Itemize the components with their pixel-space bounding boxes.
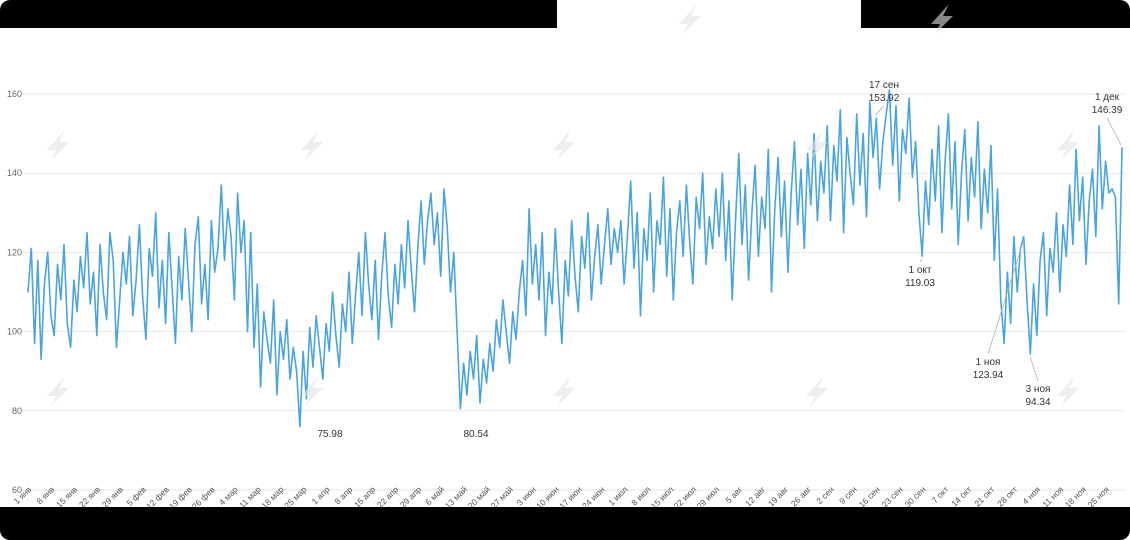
annotation-value-label: 80.54 <box>463 429 488 440</box>
x-tick-label: 11 ноя <box>1040 484 1065 509</box>
x-tick-label: 22 янв <box>77 484 103 510</box>
x-tick-label: 4 ноя <box>1020 484 1042 506</box>
x-tick-label: 5 авг <box>723 484 744 505</box>
annotation-value-label: 123.94 <box>973 370 1004 381</box>
bottom-mask <box>0 507 1130 540</box>
annotation-leader-line <box>1029 356 1039 382</box>
x-tick-label: 21 окт <box>972 484 996 508</box>
x-tick-label: 12 авг <box>743 484 767 508</box>
y-tick-label: 140 <box>7 168 22 178</box>
x-tick-label: 28 окт <box>995 484 1019 508</box>
x-tick-label: 18 ноя <box>1063 484 1089 510</box>
annotation-value-label: 146.39 <box>1092 105 1123 116</box>
annotation-date-label: 1 дек <box>1095 92 1120 103</box>
x-tick-label: 16 сен <box>857 484 882 509</box>
top-right-mask <box>861 0 1130 28</box>
x-tick-label: 29 апр <box>398 484 424 510</box>
annotation-date-label: 1 окт <box>909 265 932 276</box>
x-tick-label: 26 авг <box>789 484 813 508</box>
x-tick-label: 15 янв <box>54 484 80 510</box>
y-tick-label: 100 <box>7 327 22 337</box>
annotation-value-label: 94.34 <box>1025 397 1050 408</box>
x-tick-label: 1 июл <box>606 484 629 507</box>
y-tick-label: 120 <box>7 247 22 257</box>
x-tick-label: 19 авг <box>766 484 790 508</box>
x-tick-label: 15 апр <box>352 484 378 510</box>
annotation-value-label: 153.92 <box>869 93 900 104</box>
x-tick-label: 22 апр <box>375 484 401 510</box>
x-tick-label: 2 сен <box>814 484 836 506</box>
y-tick-label: 160 <box>7 89 22 99</box>
x-tick-label: 30 сен <box>903 484 928 509</box>
annotation-date-label: 3 ноя <box>1026 384 1051 395</box>
annotation-value-label: 119.03 <box>905 278 935 289</box>
x-tick-label: 7 окт <box>930 484 951 505</box>
top-left-mask <box>0 0 557 28</box>
series-line[interactable] <box>27 89 1123 428</box>
y-tick-label: 60 <box>12 485 22 495</box>
annotation-date-label: 1 ноя <box>976 357 1001 368</box>
annotation-leader-line <box>875 105 885 116</box>
annotation-leader-line <box>987 239 1025 355</box>
annotation-value-label: 75.98 <box>317 429 342 440</box>
annotation-date-label: 17 сен <box>869 80 899 91</box>
x-tick-label: 25 ноя <box>1086 484 1112 510</box>
annotation-leader-line <box>1106 117 1122 146</box>
x-tick-label: 23 сен <box>880 484 905 509</box>
x-tick-label: 14 окт <box>949 484 973 508</box>
x-tick-label: 29 янв <box>100 484 126 510</box>
x-tick-label: 1 апр <box>309 484 331 506</box>
annotation-leader-line <box>919 258 923 263</box>
y-tick-label: 80 <box>12 406 22 416</box>
